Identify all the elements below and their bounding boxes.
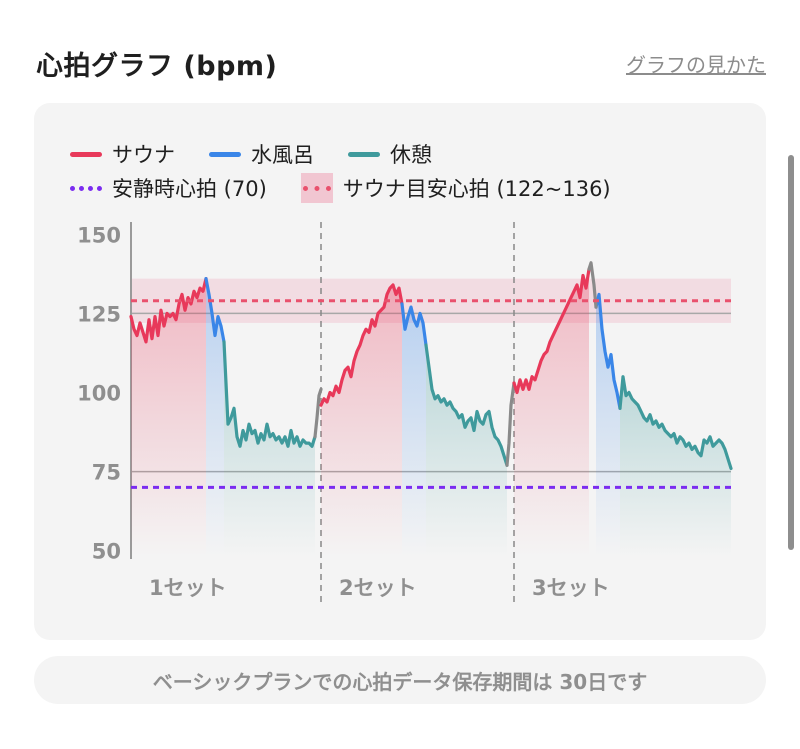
legend-cold-bath: 水風呂 [209, 139, 314, 169]
line-set3-rest [618, 375, 733, 471]
legend-rest: 休憩 [348, 139, 432, 169]
line-set1-transition [313, 387, 323, 439]
line-set2-cold [400, 302, 428, 347]
legend-sauna-label: サウナ [112, 143, 175, 167]
cold-bath-swatch [209, 151, 241, 157]
line-set1-sauna [129, 277, 208, 344]
line-set3-sauna [512, 267, 591, 395]
legend-rest-label: 休憩 [390, 143, 432, 167]
sauna-target-swatch [300, 173, 333, 203]
line-set2-rest [424, 343, 509, 467]
graph-guide-link[interactable]: グラフの見かた [626, 53, 766, 77]
legend-sauna: サウナ [70, 139, 175, 169]
chart-header: 心拍グラフ (bpm) グラフの見かた [36, 44, 766, 84]
set-label-1: 1セット [149, 576, 227, 600]
y-tick-label-125: 125 [77, 302, 121, 326]
legend-resting-hr-label: 安静時心拍 (70) [112, 177, 267, 201]
line-set2-transition [505, 381, 516, 467]
area-set3-cold [596, 294, 620, 557]
line-set1-cold [204, 277, 226, 344]
set-label-2: 2セット [339, 576, 417, 600]
y-tick-label-100: 100 [77, 382, 121, 406]
y-tick-label-50: 50 [92, 540, 121, 564]
area-set2-rest [426, 345, 507, 557]
rest-swatch [348, 151, 380, 157]
line-set3-transition [587, 261, 598, 309]
resting-hr-swatch [70, 185, 102, 191]
area-set1-rest [224, 341, 315, 557]
sauna-swatch [70, 151, 102, 157]
legend-sauna-target: サウナ目安心拍 (122~136) [300, 173, 611, 203]
legend-row-references: 安静時心拍 (70) サウナ目安心拍 (122~136) [70, 173, 645, 203]
legend-cold-bath-label: 水風呂 [251, 143, 314, 167]
scrollbar[interactable] [788, 155, 794, 550]
page-title: 心拍グラフ (bpm) [36, 51, 278, 82]
storage-period-note: ベーシックプランでの心拍データ保存期間は 30日です [34, 656, 766, 704]
y-tick-label-150: 150 [77, 223, 121, 247]
area-set2-cold [402, 303, 426, 557]
area-set3-sauna [514, 269, 589, 557]
legend-row-phases: サウナ 水風呂 休憩 [70, 139, 466, 169]
line-set1-rest [222, 340, 317, 448]
line-set3-cold [594, 292, 622, 410]
area-set2-sauna [321, 284, 402, 557]
set-label-3: 3セット [532, 576, 610, 600]
legend-resting-hr: 安静時心拍 (70) [70, 173, 267, 203]
line-set2-sauna [319, 283, 404, 407]
y-tick-label-75: 75 [92, 461, 121, 485]
legend-sauna-target-label: サウナ目安心拍 (122~136) [342, 177, 611, 201]
